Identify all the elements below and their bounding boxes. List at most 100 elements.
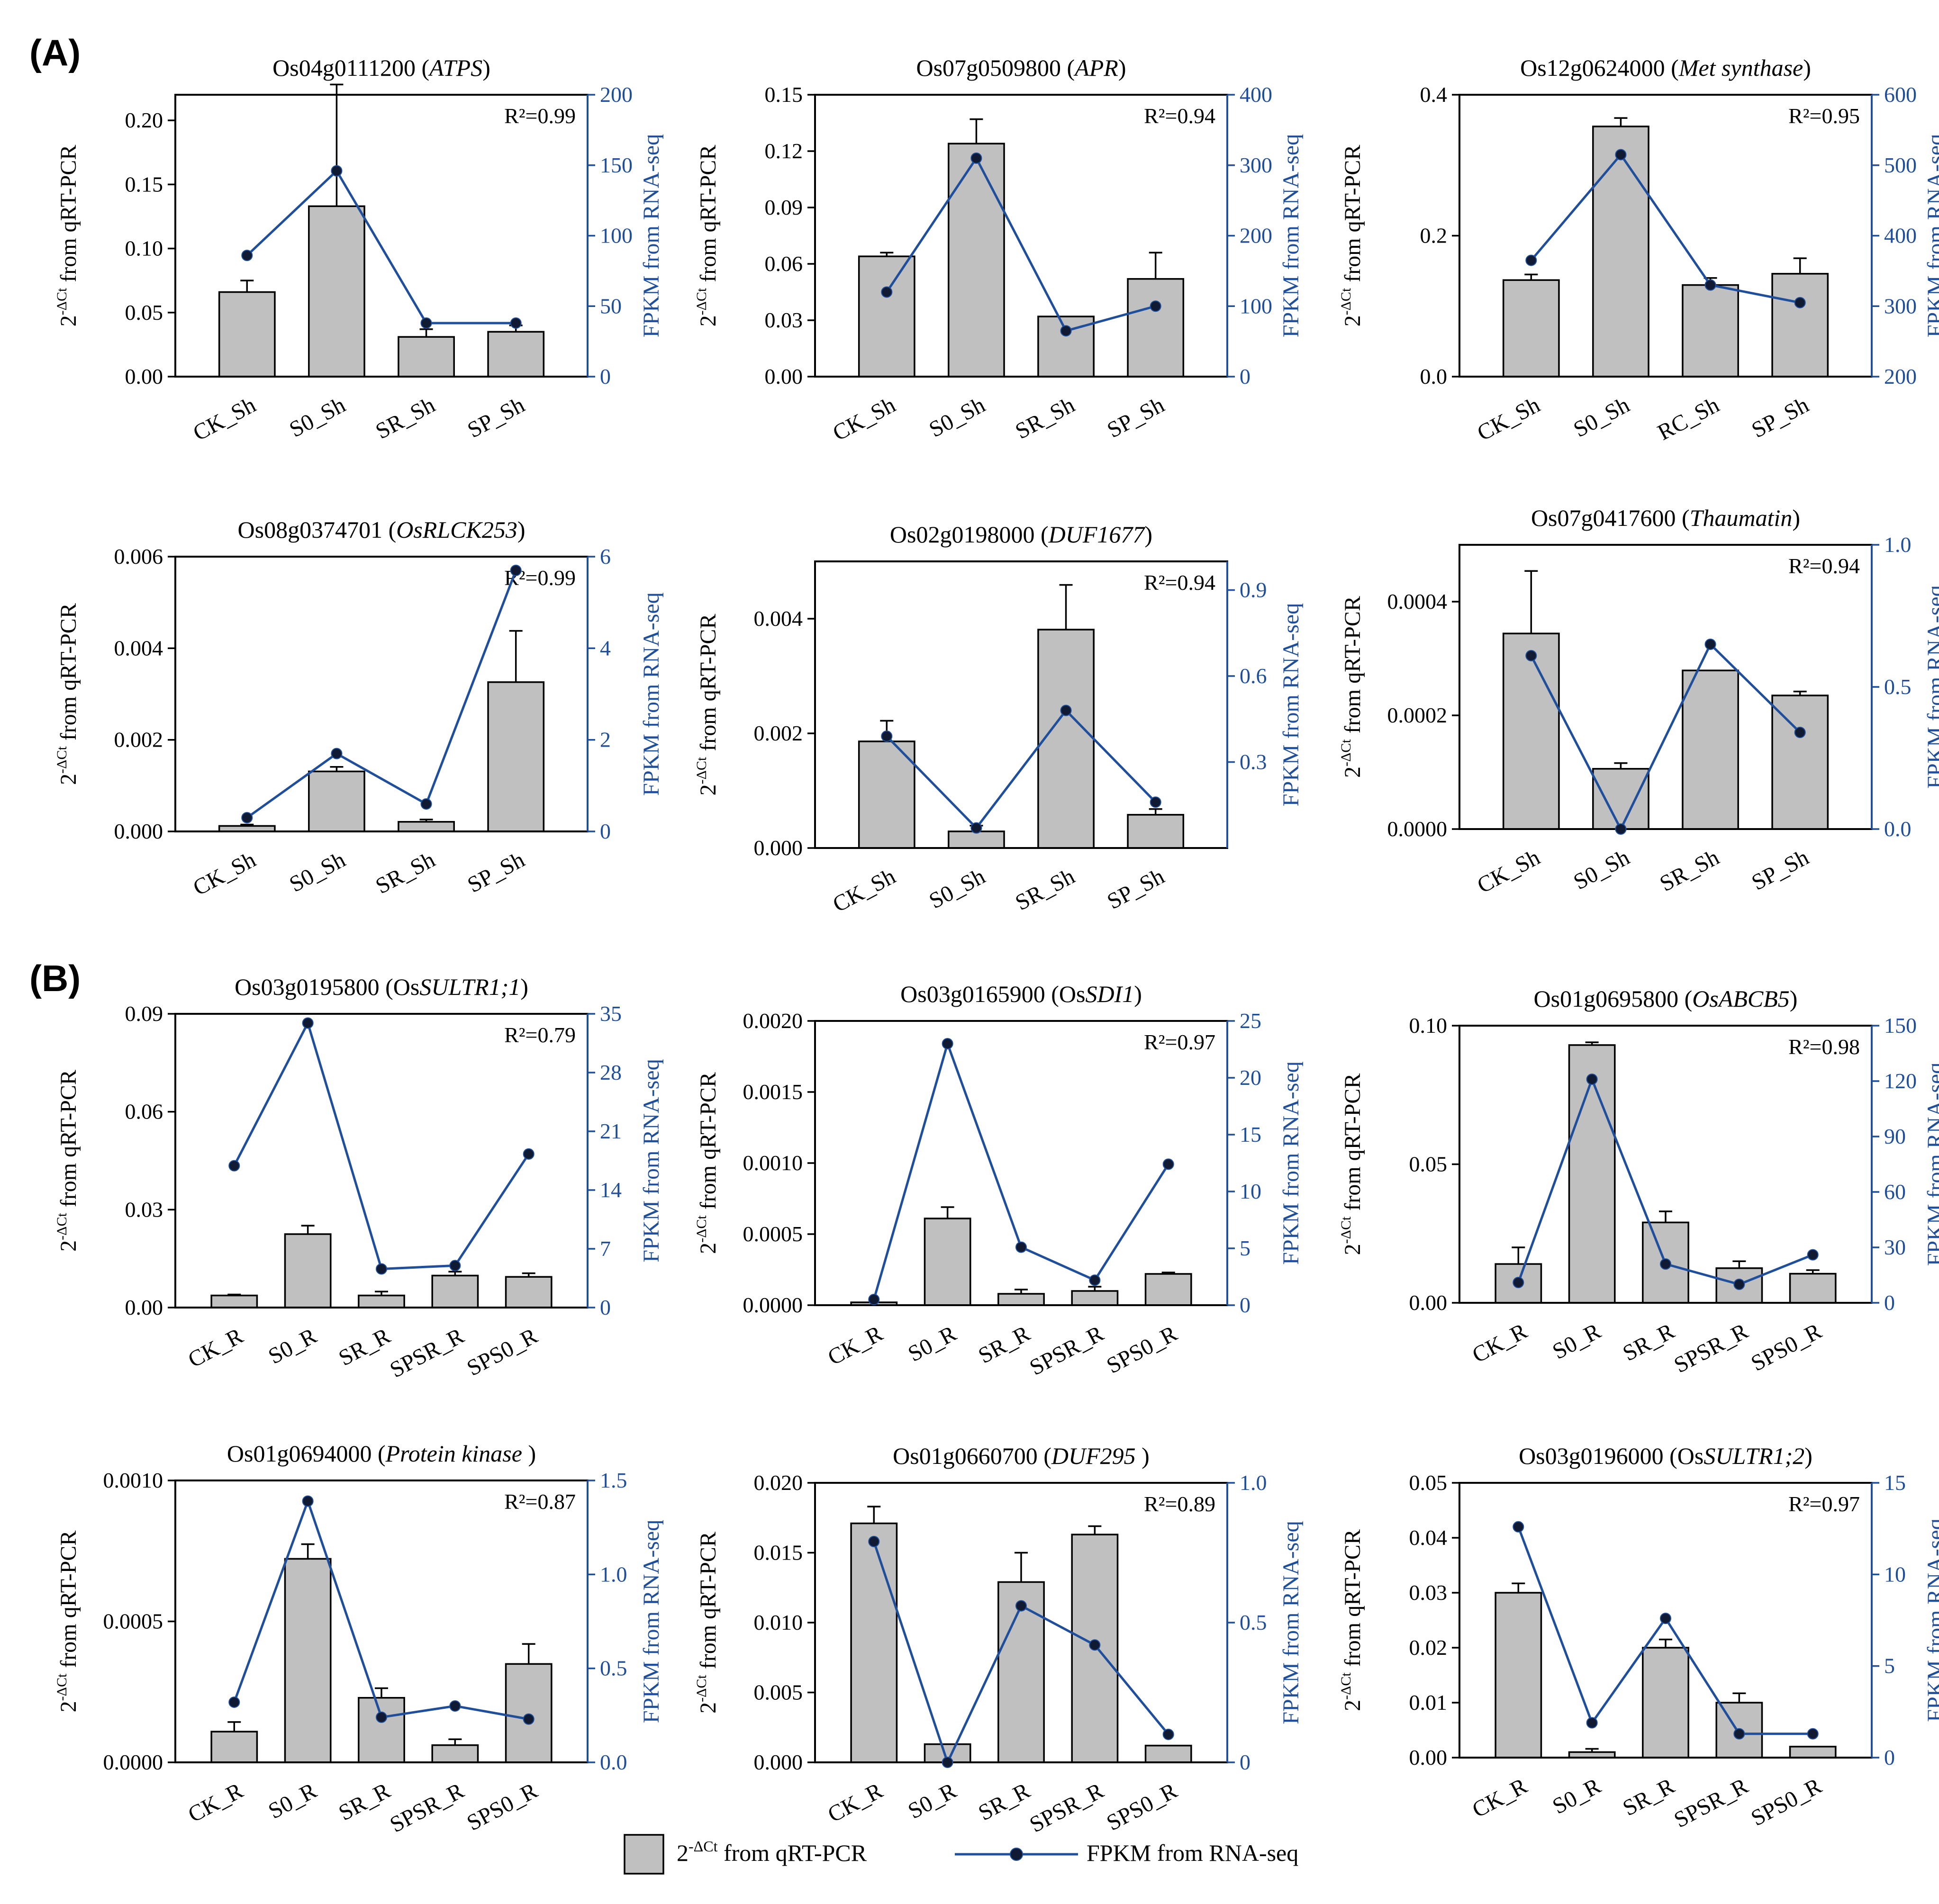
y2-tick-label: 0.5 [1240,1610,1267,1634]
y2-tick-label: 0 [600,819,611,843]
x-category-label: CK_Sh [1473,392,1544,446]
y2-tick-label: 150 [600,153,633,177]
chart-title-id: Os04g0111200 ( [272,54,429,81]
bar-S0_Sh [948,830,1005,849]
x-category-label: CK_Sh [829,392,900,446]
x-category-label: SPSR_R [1670,1773,1752,1833]
fpkm-point-S0_Sh [970,152,982,164]
bar-SPS0_R [1789,1746,1837,1759]
y-axis-label: 2-ΔCt from qRT-PCR [54,603,81,785]
y2-axis-label: FPKM from RNA-seq [1923,134,1939,337]
y-tick-label: 0.02 [1409,1635,1448,1660]
fpkm-point-SR_R [376,1263,387,1275]
bar-S0_R [1568,1044,1616,1304]
y2-tick-label: 35 [600,1002,622,1026]
x-category-label: S0_Sh [1569,845,1634,895]
y-axis-label: 2-ΔCt from qRT-PCR [694,1072,721,1254]
y2-tick-label: 14 [600,1178,622,1202]
legend: 2-ΔCt from qRT-PCR FPKM from RNA-seq [624,1834,1298,1875]
chart-title-id: Os03g0196000 (Os [1519,1443,1703,1469]
y-tick-label: 0.006 [114,544,163,568]
bar-CK_Sh [218,291,276,378]
fpkm-point-SR_Sh [1704,639,1716,650]
fpkm-point-SR_R [1015,1600,1027,1612]
y-tick-label: 0.20 [125,108,163,132]
fpkm-point-SP_Sh [1794,727,1806,738]
chart-title-gene: OsRLCK253 [396,516,517,543]
y-tick-label: 0.0010 [103,1468,163,1492]
chart-title-close: ) [1792,505,1800,531]
y2-tick-label: 2 [600,728,611,752]
y2-tick-label: 10 [1884,1562,1906,1586]
y-tick-label: 0.05 [1409,1471,1448,1495]
y-tick-label: 0.004 [754,606,803,631]
y-axis-label-base: 2 [1340,1244,1365,1255]
y2-tick-label: 15 [1884,1471,1906,1495]
fpkm-line [886,155,1156,333]
y-tick-label: 0.00 [1409,1745,1448,1769]
fpkm-point-CK_Sh [1525,254,1537,266]
chart-3: Os12g0624000 (Met synthase) 0.0 0.2 0.4 200 3… [1338,54,1939,446]
y2-tick-label: 7 [600,1236,611,1261]
y2-axis-label: FPKM from RNA-seq [1278,1061,1304,1264]
y-axis-label: 2-ΔCt from qRT-PCR [694,614,721,796]
y-tick-label: 0.00 [1409,1290,1448,1315]
fpkm-point-SPSR_R [1089,1274,1101,1286]
fpkm-point-S0_Sh [1615,149,1627,161]
y-tick-label: 0.15 [765,82,803,107]
x-category-label: SPSR_R [1025,1778,1107,1838]
bar-SR_R [997,1581,1045,1763]
bar-S0_Sh [308,205,365,378]
bar-SP_Sh [487,681,545,832]
fpkm-point-CK_R [1513,1521,1524,1533]
y-axis-label-base: 2 [696,1702,721,1714]
y2-tick-label: 0.3 [1240,750,1267,774]
fpkm-point-SR_Sh [1060,704,1072,716]
fpkm-point-SP_Sh [1150,796,1161,808]
y-tick-label: 0.0000 [743,1293,803,1317]
y2-tick-label: 6 [600,544,611,568]
y-axis-label-base: 2 [1340,767,1365,778]
chart-title-gene: ATPS [428,54,482,81]
x-category-label: SPSR_R [1025,1321,1107,1381]
bar-S0_Sh [1592,768,1649,830]
chart-title: Os01g0660700 (DUF295 ) [893,1443,1150,1469]
y-tick-label: 0.005 [754,1680,803,1705]
y-tick-label: 0.0004 [1387,589,1448,614]
y2-axis-label: FPKM from RNA-seq [1278,134,1304,337]
x-category-label: SP_Sh [1103,392,1169,443]
r2-label: R²=0.89 [1144,1492,1215,1516]
x-category-label: SR_R [335,1778,394,1826]
fpkm-point-S0_R [302,1495,314,1507]
fpkm-point-CK_Sh [241,812,253,823]
x-category-label: SP_Sh [1748,392,1813,443]
y2-tick-label: 90 [1884,1124,1906,1148]
y-tick-label: 0.0015 [743,1080,803,1104]
x-category-label: CK_Sh [1473,845,1544,898]
y-tick-label: 0.01 [1409,1690,1448,1715]
chart-title-id: Os01g0695800 ( [1534,985,1693,1012]
r2-label: R²=0.98 [1788,1035,1860,1059]
y2-axis-label: FPKM from RNA-seq [1278,603,1304,806]
chart-title-id: Os03g0195800 (Os [235,974,419,1000]
y-axis-label-base: 2 [696,315,721,326]
x-category-label: SR_Sh [1011,392,1079,444]
y-axis-label-base: 2 [56,315,81,326]
y2-tick-label: 0 [1240,364,1250,388]
y2-tick-label: 200 [1884,364,1917,388]
y-axis-label-rest: from qRT-PCR [696,1072,721,1215]
y2-tick-label: 400 [1884,224,1917,248]
chart-title: Os12g0624000 (Met synthase) [1520,54,1811,81]
fpkm-point-SP_Sh [510,317,522,329]
fpkm-point-CK_Sh [241,250,253,262]
y2-tick-label: 0.9 [1240,578,1267,602]
y-axis-label-exp: -ΔCt [54,1673,70,1701]
x-category-label: SR_Sh [1011,864,1079,915]
y2-tick-label: 1.5 [600,1468,627,1492]
y-tick-label: 0.0010 [743,1151,803,1175]
x-category-label: S0_R [904,1321,960,1367]
bar-S0_Sh [1592,126,1649,378]
bar-S0_Sh [948,143,1005,378]
fpkm-line [1530,153,1801,304]
y2-tick-label: 500 [1884,153,1917,177]
